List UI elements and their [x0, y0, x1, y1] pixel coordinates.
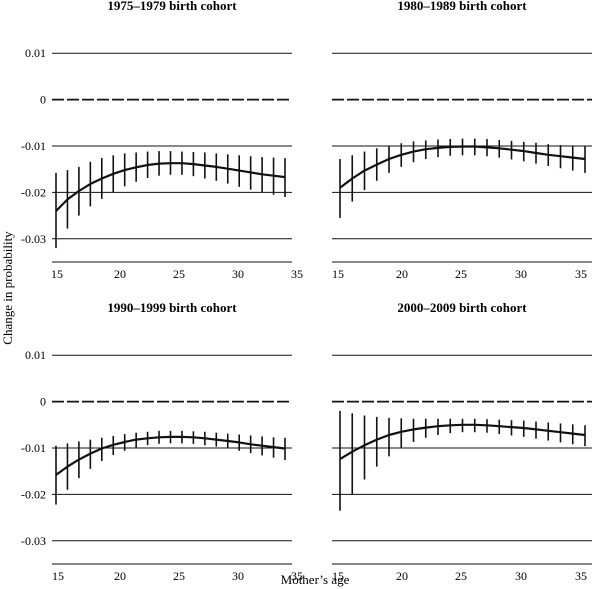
panel-4: 2000–2009 birth cohort 15 20 25 30 35	[332, 300, 592, 583]
x-tick-label: 35	[291, 267, 303, 281]
y-tick-label: -0.03	[21, 534, 46, 548]
panel-title: 2000–2009 birth cohort	[397, 300, 527, 315]
y-tick-label: -0.02	[21, 185, 46, 199]
series-line	[339, 423, 586, 461]
y-tick-label: -0.01	[21, 441, 46, 455]
y-tick-label: -0.01	[21, 139, 46, 153]
panel-title: 1990–1999 birth cohort	[107, 300, 237, 315]
panel-3: 1990–1999 birth cohort 0.01 0 -0.01 -0.02 -0.…	[21, 300, 303, 583]
x-tick-label: 15	[332, 267, 344, 281]
x-tick-label: 25	[455, 267, 467, 281]
x-tick-label: 35	[575, 267, 587, 281]
series-line	[55, 435, 286, 476]
x-tick-label: 35	[291, 569, 303, 583]
x-tick-label: 25	[173, 267, 185, 281]
panel-1: 1975–1979 birth cohort 0.01 0 -0.01 -0.02 -0.…	[21, 0, 303, 281]
x-tick-label: 20	[114, 569, 126, 583]
x-tick-label: 30	[515, 569, 527, 583]
x-tick-label: 25	[455, 569, 467, 583]
y-tick-label: -0.02	[21, 487, 46, 501]
x-tick-label: 20	[114, 267, 126, 281]
x-tick-label: 15	[51, 267, 63, 281]
series-line	[55, 162, 286, 212]
panel-2: 1980–1989 birth cohort 15 20 25 30 35	[332, 0, 592, 281]
x-axis-label: Mother’s age	[281, 572, 350, 587]
panel-title: 1980–1989 birth cohort	[397, 0, 527, 13]
series-line	[339, 145, 586, 189]
y-tick-label: 0	[40, 93, 46, 107]
y-tick-label: 0.01	[25, 348, 46, 362]
x-tick-label: 30	[515, 267, 527, 281]
x-tick-label: 20	[396, 569, 408, 583]
x-tick-label: 30	[232, 267, 244, 281]
panel-title: 1975–1979 birth cohort	[107, 0, 237, 13]
x-tick-label: 20	[396, 267, 408, 281]
x-tick-label: 30	[232, 569, 244, 583]
x-tick-label: 25	[173, 569, 185, 583]
x-tick-label: 35	[575, 569, 587, 583]
y-axis-label: Change in probability	[0, 231, 15, 345]
y-tick-label: -0.03	[21, 232, 46, 246]
x-tick-label: 15	[52, 569, 64, 583]
panels-group: 1975–1979 birth cohort 0.01 0 -0.01 -0.02 -0.…	[21, 0, 592, 583]
x-tick-label: 15	[332, 569, 344, 583]
y-tick-label: 0	[40, 395, 46, 409]
y-tick-label: 0.01	[25, 46, 46, 60]
